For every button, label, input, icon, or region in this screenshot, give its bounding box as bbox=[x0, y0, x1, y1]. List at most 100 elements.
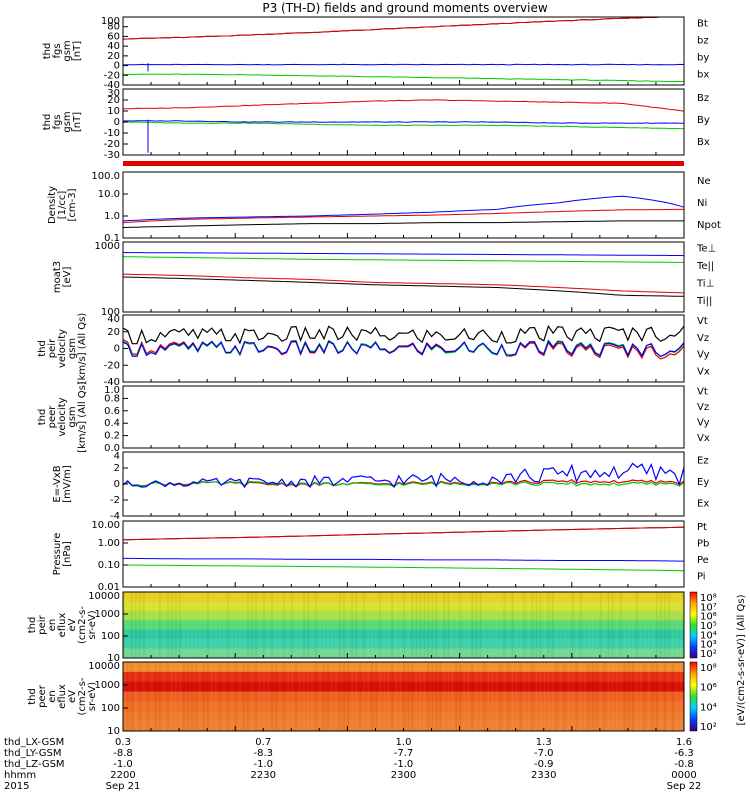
heatmap-streak bbox=[447, 592, 450, 658]
heatmap-streak bbox=[623, 662, 626, 731]
heatmap-streak bbox=[591, 662, 594, 731]
heatmap-streak bbox=[347, 662, 349, 731]
panel-frame bbox=[122, 314, 685, 383]
heatmap-streak bbox=[607, 592, 610, 658]
heatmap-band bbox=[123, 601, 684, 612]
legend-entry: by bbox=[697, 52, 709, 63]
heatmap-streak bbox=[659, 662, 662, 731]
legend-entry: Pi bbox=[697, 572, 706, 583]
x-axis-value: 2230 bbox=[251, 770, 276, 781]
heatmap-streak bbox=[387, 662, 389, 731]
heatmap-streak bbox=[131, 662, 133, 731]
colorbar-tick-label: 10² bbox=[700, 722, 717, 733]
y-tick-label: 0 bbox=[114, 61, 120, 72]
heatmap-streak bbox=[411, 662, 414, 731]
heatmap-streak bbox=[227, 662, 229, 731]
heatmap-streak bbox=[631, 592, 634, 658]
heatmap-streak bbox=[439, 592, 442, 658]
heatmap-streak bbox=[563, 662, 566, 731]
y-tick-label: -10 bbox=[104, 128, 120, 139]
x-axis-value: -7.7 bbox=[394, 748, 414, 759]
heatmap-streak bbox=[323, 662, 325, 731]
x-axis-value: -0.8 bbox=[674, 759, 694, 770]
heatmap-streak bbox=[643, 662, 646, 731]
heatmap-streak bbox=[463, 592, 466, 658]
y-tick-label: -40 bbox=[104, 377, 120, 388]
series-line-Ey bbox=[122, 480, 685, 488]
legend-entry: Vx bbox=[697, 433, 710, 444]
heatmap-streak bbox=[407, 662, 410, 731]
y-axis-label: sr-eV) bbox=[87, 610, 98, 639]
heatmap-band bbox=[123, 681, 684, 693]
heatmap-streak bbox=[555, 662, 558, 731]
series-line-Pb bbox=[122, 526, 685, 541]
heatmap-band bbox=[123, 671, 684, 683]
heatmap-streak bbox=[543, 592, 546, 658]
legend-entry: Vt bbox=[697, 387, 708, 398]
x-axis-row-label: hhmm bbox=[4, 770, 36, 781]
heatmap-streak bbox=[499, 592, 502, 658]
y-axis-label: gsm bbox=[67, 406, 78, 427]
heatmap-streak bbox=[663, 592, 666, 658]
heatmap-streak bbox=[211, 662, 213, 731]
heatmap-streak bbox=[415, 662, 418, 731]
heatmap-streak bbox=[515, 592, 518, 658]
heatmap-streak bbox=[335, 662, 337, 731]
y-tick-label: -20 bbox=[104, 360, 120, 371]
legend-entry: Vx bbox=[697, 366, 710, 377]
heatmap-streak bbox=[307, 662, 309, 731]
y-tick-label: 1.0 bbox=[104, 211, 120, 222]
y-tick-label: 30 bbox=[107, 88, 120, 99]
heatmap-streak bbox=[371, 592, 373, 658]
y-axis-label: E=-VxB bbox=[52, 465, 63, 502]
heatmap-streak bbox=[155, 592, 157, 658]
legend-entry: Vt bbox=[697, 316, 708, 327]
heatmap-streak bbox=[135, 592, 137, 658]
series-line-Pi bbox=[123, 557, 684, 562]
heatmap-streak bbox=[283, 592, 285, 658]
heatmap-streak bbox=[243, 662, 245, 731]
series-line-Vt bbox=[122, 324, 685, 345]
heatmap-band bbox=[123, 629, 684, 640]
y-tick-label: 60 bbox=[107, 31, 120, 42]
heatmap-streak bbox=[651, 662, 654, 731]
heatmap-streak bbox=[443, 662, 446, 731]
heatmap-streak bbox=[395, 662, 397, 731]
y-tick-label: 1000 bbox=[95, 609, 120, 620]
heatmap-streak bbox=[215, 662, 217, 731]
heatmap-streak bbox=[359, 662, 361, 731]
y-axis-label: peir bbox=[37, 614, 48, 634]
heatmap-streak bbox=[239, 592, 241, 658]
heatmap-streak bbox=[463, 662, 466, 731]
heatmap-streak bbox=[363, 662, 365, 731]
heatmap-streak bbox=[679, 592, 682, 658]
heatmap-streak bbox=[531, 662, 534, 731]
x-axis-value: Sep 22 bbox=[667, 781, 702, 792]
heatmap-streak bbox=[435, 662, 438, 731]
y-tick-label: 0.0 bbox=[104, 443, 120, 454]
y-axis-label: en bbox=[47, 619, 58, 632]
heatmap-streak bbox=[135, 662, 137, 731]
y-axis-label: thd bbox=[42, 43, 53, 60]
heatmap-band bbox=[123, 648, 684, 659]
heatmap-streak bbox=[471, 662, 474, 731]
y-tick-label: 0.6 bbox=[104, 406, 120, 417]
heatmap-streak bbox=[491, 592, 494, 658]
colorbar-tick-label: 10⁶ bbox=[700, 612, 717, 623]
y-tick-label: 2 bbox=[114, 463, 120, 474]
legend-entry: Ey bbox=[697, 477, 709, 488]
heatmap-streak bbox=[167, 592, 169, 658]
series-line-Npot bbox=[122, 195, 685, 222]
y-tick-label: 20 bbox=[107, 95, 120, 106]
colorbar-tick-label: 10² bbox=[700, 649, 717, 660]
heatmap-band bbox=[123, 639, 684, 650]
heatmap-streak bbox=[299, 592, 301, 658]
heatmap-streak bbox=[251, 592, 253, 658]
y-axis-label: Pressure bbox=[52, 533, 63, 576]
heatmap-streak bbox=[455, 662, 458, 731]
heatmap-streak bbox=[451, 592, 454, 658]
legend-entry: Vy bbox=[697, 418, 710, 429]
x-axis-value: -1.0 bbox=[113, 759, 133, 770]
